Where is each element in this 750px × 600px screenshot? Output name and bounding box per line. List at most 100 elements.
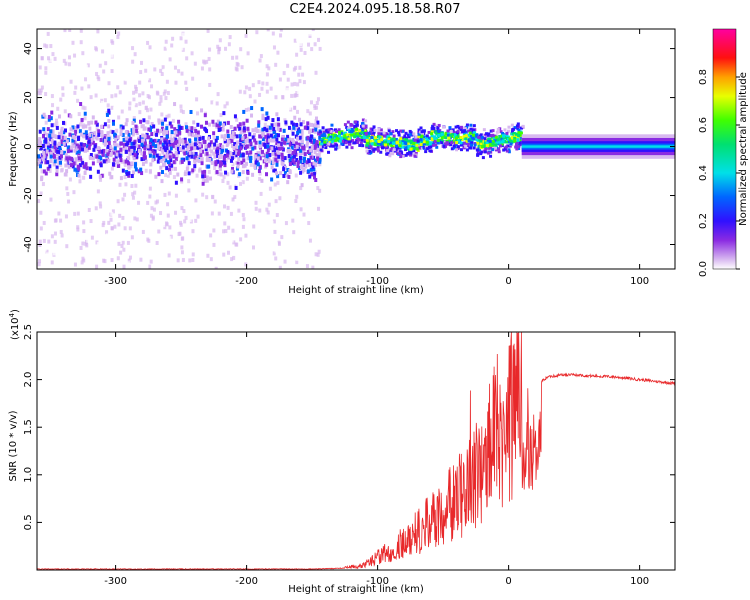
heatmap-cell <box>133 153 137 158</box>
heatmap-cell <box>425 140 429 144</box>
heatmap-cell <box>119 124 123 129</box>
heatmap-cell <box>374 138 378 142</box>
heatmap-cell <box>175 139 179 144</box>
heatmap-cell <box>317 143 321 148</box>
heatmap-speckle <box>273 229 277 234</box>
heatmap-speckle <box>173 185 177 190</box>
heatmap-cell <box>431 125 435 129</box>
heatmap-cell <box>191 133 195 138</box>
heatmap-speckle <box>170 60 174 65</box>
heatmap-speckle <box>252 245 256 250</box>
heatmap-cell <box>80 117 84 122</box>
heatmap-cell <box>156 142 160 147</box>
colorbar-frame <box>712 28 737 270</box>
heatmap-cell <box>519 141 523 145</box>
heatmap-cell <box>340 130 344 134</box>
heatmap-cell <box>47 136 51 141</box>
heatmap-cell <box>199 144 203 149</box>
heatmap-cell <box>424 150 428 154</box>
heatmap-cell <box>68 156 72 161</box>
heatmap-cell <box>287 153 291 158</box>
heatmap-speckle <box>215 101 219 106</box>
heatmap-speckle <box>139 70 143 75</box>
heatmap-cell <box>448 139 452 143</box>
heatmap-cell <box>341 139 345 143</box>
heatmap-speckle <box>294 173 298 178</box>
heatmap-cell <box>309 155 313 160</box>
heatmap-cell <box>398 147 402 151</box>
heatmap-cell <box>475 138 479 142</box>
heatmap-speckle <box>302 212 306 217</box>
heatmap-cell <box>62 130 66 135</box>
heatmap-cell <box>290 120 294 125</box>
heatmap-cell <box>364 119 368 123</box>
heatmap-cell <box>506 129 510 133</box>
heatmap-cell <box>410 139 414 143</box>
heatmap-speckle <box>290 93 294 98</box>
heatmap-cell <box>291 122 295 127</box>
heatmap-cell <box>81 160 85 165</box>
heatmap-speckle <box>37 262 41 267</box>
heatmap-cell <box>152 124 156 129</box>
heatmap-speckle <box>46 31 50 36</box>
heatmap-speckle <box>116 171 120 176</box>
heatmap-speckle <box>278 196 282 201</box>
heatmap-speckle <box>314 191 318 196</box>
heatmap-cell <box>269 133 273 138</box>
colorbar-tick-label: 0.0 <box>698 261 709 277</box>
heatmap-speckle <box>166 173 170 178</box>
heatmap-cell <box>141 138 145 143</box>
heatmap-speckle <box>147 115 151 120</box>
heatmap-cell <box>192 120 196 125</box>
heatmap-cell <box>119 147 123 152</box>
heatmap-cell <box>184 125 188 130</box>
heatmap-cell <box>159 128 163 133</box>
heatmap-cell <box>103 138 107 143</box>
heatmap-speckle <box>301 72 305 77</box>
heatmap-cell <box>78 163 82 168</box>
heatmap-speckle <box>117 31 121 36</box>
heatmap-cell <box>316 120 320 125</box>
heatmap-speckle <box>261 81 265 86</box>
heatmap-speckle <box>180 179 184 184</box>
heatmap-cell <box>327 150 331 154</box>
heatmap-cell <box>222 155 226 160</box>
heatmap-cell <box>100 130 104 135</box>
heatmap-cell <box>452 144 456 148</box>
heatmap-speckle <box>37 131 41 136</box>
heatmap-cell <box>440 132 444 136</box>
heatmap-speckle <box>156 91 160 96</box>
heatmap-speckle <box>122 247 126 252</box>
heatmap-speckle <box>226 250 230 255</box>
heatmap-speckle <box>307 221 311 226</box>
heatmap-speckle <box>39 226 43 231</box>
heatmap-cell <box>212 145 216 150</box>
heatmap-cell <box>347 126 351 130</box>
heatmap-speckle <box>170 133 174 138</box>
heatmap-speckle <box>299 47 303 52</box>
heatmap-speckle <box>120 232 124 237</box>
heatmap-cell <box>382 131 386 135</box>
heatmap-cell <box>463 142 467 146</box>
heatmap-cell <box>70 145 74 150</box>
heatmap-cell <box>427 145 431 149</box>
heatmap-cell <box>387 138 391 142</box>
heatmap-speckle <box>101 100 105 105</box>
heatmap-cell <box>215 170 219 175</box>
snr-y-tick-label: 0.5 <box>23 514 34 530</box>
heatmap-speckle <box>315 105 319 110</box>
spectrogram-x-tick-label: 0 <box>505 276 511 287</box>
heatmap-cell <box>429 145 433 149</box>
heatmap-speckle <box>164 96 168 101</box>
heatmap-speckle <box>128 255 132 260</box>
heatmap-cell <box>238 122 242 127</box>
heatmap-cell <box>68 132 72 137</box>
heatmap-cell <box>304 164 308 169</box>
heatmap-cell <box>449 129 453 133</box>
heatmap-cell <box>233 142 237 147</box>
heatmap-cell <box>146 120 150 125</box>
heatmap-speckle <box>274 62 278 67</box>
heatmap-cell <box>157 120 161 125</box>
heatmap-cell <box>118 153 122 158</box>
heatmap-cell <box>216 153 220 158</box>
